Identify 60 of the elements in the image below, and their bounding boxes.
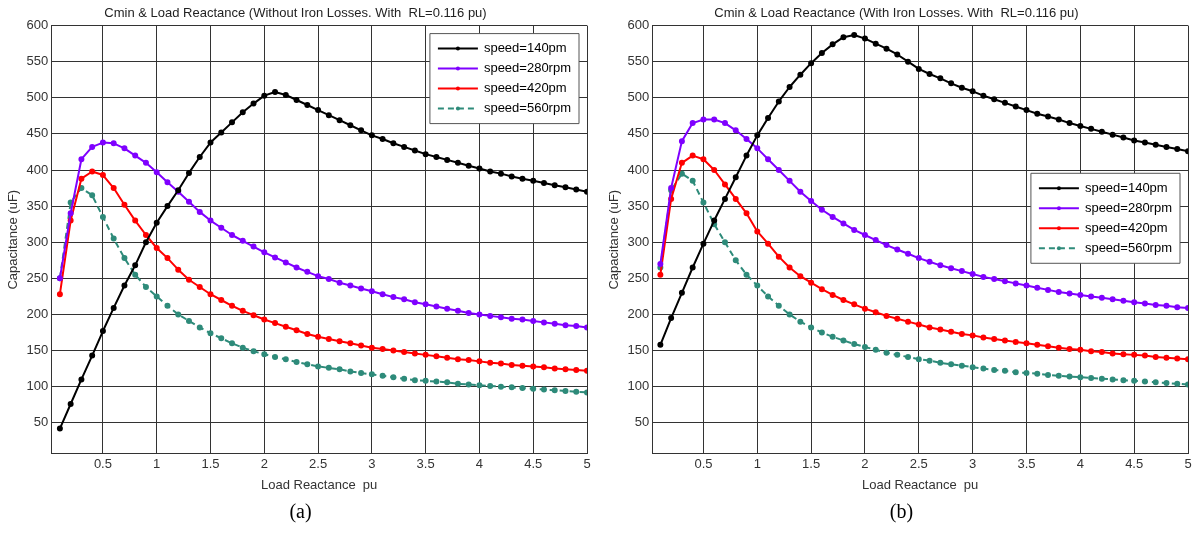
x-tick-label: 4.5 — [524, 456, 543, 472]
y-tick-label: 50 — [634, 414, 650, 430]
x-tick-label: 1.5 — [802, 456, 821, 472]
y-tick-label: 350 — [26, 197, 49, 213]
chart-title: Cmin & Load Reactance (With Iron Losses. With RL=0.116 pu) — [714, 5, 1079, 21]
y-tick-label: 550 — [627, 53, 650, 69]
x-axis-title: Load Reactance pu — [861, 476, 979, 492]
legend-label: speed=420pm — [1084, 219, 1168, 235]
y-tick-label: 500 — [26, 89, 49, 105]
legend-label: speed=420pm — [483, 80, 567, 96]
y-tick-label: 450 — [627, 125, 650, 141]
y-tick-label: 550 — [26, 53, 49, 69]
y-axis-title: Capacitance (uF) — [606, 189, 622, 290]
chart-title: Cmin & Load Reactance (Without Iron Losses. With RL=0.116 pu) — [104, 5, 487, 21]
y-tick-label: 150 — [26, 342, 49, 358]
y-tick-label: 400 — [26, 161, 49, 177]
x-tick-label: 1.5 — [201, 456, 220, 472]
y-tick-label: 300 — [26, 233, 49, 249]
x-tick-label: 0.5 — [694, 456, 713, 472]
y-tick-label: 600 — [26, 17, 49, 33]
x-tick-label: 0.5 — [93, 456, 112, 472]
x-tick-label: 1 — [153, 456, 161, 472]
x-tick-label: 1 — [753, 456, 761, 472]
y-tick-label: 500 — [627, 89, 650, 105]
y-tick-label: 250 — [627, 269, 650, 285]
y-tick-label: 100 — [26, 378, 49, 394]
x-tick-label: 4.5 — [1125, 456, 1144, 472]
y-tick-label: 150 — [627, 342, 650, 358]
legend-label: speed=560rpm — [483, 100, 571, 116]
x-tick-label: 2.5 — [909, 456, 928, 472]
x-tick-label: 5 — [583, 456, 591, 472]
x-tick-label: 3 — [368, 456, 376, 472]
text: (b) — [888, 500, 915, 523]
y-tick-label: 400 — [627, 161, 650, 177]
x-tick-label: 3 — [969, 456, 977, 472]
y-tick-label: 300 — [627, 233, 650, 249]
y-tick-label: 250 — [26, 269, 49, 285]
legend-label: speed=140pm — [483, 40, 567, 56]
y-tick-label: 100 — [627, 378, 650, 394]
y-tick-label: 200 — [26, 306, 49, 322]
x-tick-label: 4 — [1076, 456, 1084, 472]
x-tick-label: 3.5 — [416, 456, 435, 472]
y-tick-label: 600 — [627, 17, 650, 33]
x-tick-label: 4 — [475, 456, 484, 472]
legend-label: speed=280rpm — [1084, 199, 1172, 215]
legend-label: speed=280rpm — [483, 60, 571, 76]
x-axis-title: Load Reactance pu — [260, 476, 378, 492]
y-tick-label: 50 — [33, 414, 49, 430]
x-tick-label: 2.5 — [309, 456, 328, 472]
y-axis-title: Capacitance (uF) — [5, 189, 21, 290]
text: (a) — [288, 500, 313, 523]
x-tick-label: 5 — [1184, 456, 1192, 472]
y-tick-label: 350 — [627, 197, 650, 213]
x-tick-label: 2 — [260, 456, 268, 472]
legend-label: speed=140pm — [1084, 179, 1168, 195]
x-tick-label: 3.5 — [1017, 456, 1036, 472]
x-tick-label: 2 — [861, 456, 869, 472]
y-tick-label: 200 — [627, 306, 650, 322]
y-tick-label: 450 — [26, 125, 49, 141]
legend-label: speed=560rpm — [1084, 239, 1172, 255]
